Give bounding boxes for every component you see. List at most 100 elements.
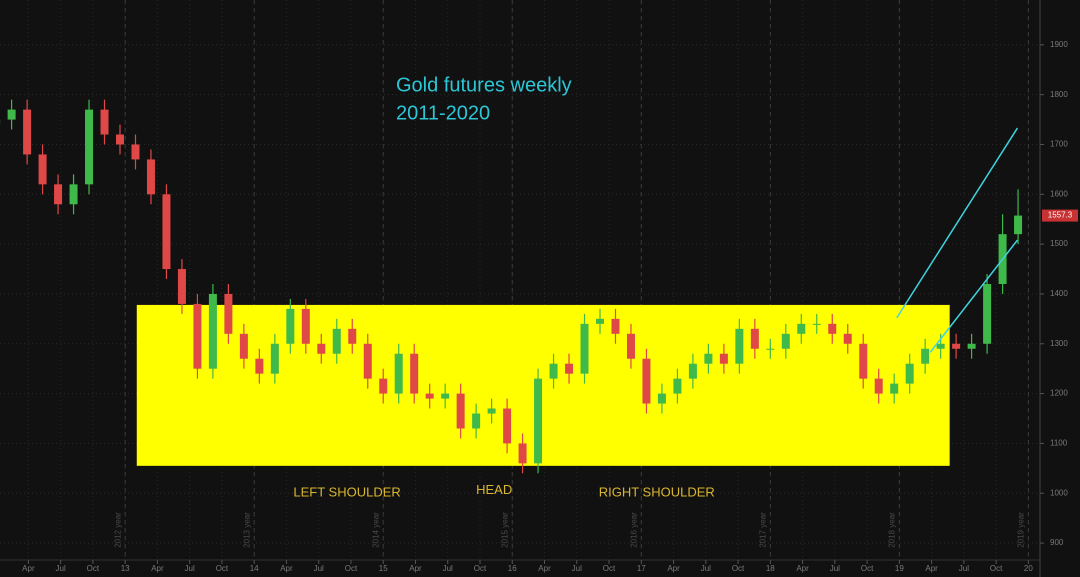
candle-body xyxy=(534,378,543,464)
x-tick-label: 20 xyxy=(1024,564,1033,573)
candle-body xyxy=(1014,215,1023,235)
candle-body xyxy=(425,393,434,399)
y-tick-label: 1200 xyxy=(1050,389,1068,398)
candle-body xyxy=(177,269,186,304)
candle-body xyxy=(363,343,372,379)
x-tick-label: Jul xyxy=(701,564,711,573)
candle-body xyxy=(456,393,465,429)
candle-body xyxy=(100,109,109,135)
x-tick-label: Jul xyxy=(830,564,840,573)
x-tick-label: Oct xyxy=(861,564,874,573)
year-label: 2018 year xyxy=(887,512,896,548)
candle-body xyxy=(286,308,295,344)
x-tick-label: Apr xyxy=(409,564,422,573)
x-tick-label: Jul xyxy=(314,564,324,573)
year-label: 2016 year xyxy=(629,512,638,548)
candle-body xyxy=(874,378,883,394)
y-tick-label: 1600 xyxy=(1050,189,1068,198)
candle-body xyxy=(812,323,821,325)
x-tick-label: 15 xyxy=(379,564,388,573)
x-tick-label: Apr xyxy=(667,564,680,573)
candle-body xyxy=(518,443,527,464)
x-tick-label: Apr xyxy=(925,564,938,573)
x-tick-label: 13 xyxy=(121,564,130,573)
candle-body xyxy=(781,333,790,349)
candle-body xyxy=(890,383,899,394)
price-tag-bg xyxy=(1042,209,1078,222)
candle-body xyxy=(162,194,171,270)
candle-body xyxy=(410,353,419,394)
x-tick-label: Oct xyxy=(603,564,616,573)
candle-body xyxy=(69,184,78,205)
x-tick-label: Oct xyxy=(732,564,745,573)
x-tick-label: 17 xyxy=(637,564,646,573)
x-tick-label: Oct xyxy=(87,564,100,573)
candle-body xyxy=(348,328,357,344)
candle-body xyxy=(952,343,961,349)
candle-body xyxy=(131,144,140,160)
x-tick-label: Oct xyxy=(216,564,229,573)
candle-body xyxy=(766,348,775,350)
candle-body xyxy=(38,154,47,185)
y-tick-label: 900 xyxy=(1050,538,1064,547)
chart-subtitle: 2011-2020 xyxy=(396,102,490,124)
candle-body xyxy=(85,109,94,185)
y-tick-label: 1900 xyxy=(1050,40,1068,49)
x-tick-label: Jul xyxy=(572,564,582,573)
channel-line xyxy=(896,127,1019,319)
candle-body xyxy=(23,109,32,155)
candle-body xyxy=(487,408,496,414)
x-tick-label: Jul xyxy=(56,564,66,573)
candle-body xyxy=(54,184,63,205)
candle-body xyxy=(580,323,589,374)
candle-body xyxy=(735,328,744,364)
y-tick-label: 1300 xyxy=(1050,339,1068,348)
candle-body xyxy=(828,323,837,334)
x-tick-label: Apr xyxy=(22,564,35,573)
chart-title: Gold futures weekly xyxy=(396,74,572,96)
candle-body xyxy=(750,328,759,349)
candle-body xyxy=(673,378,682,394)
x-tick-label: 16 xyxy=(508,564,517,573)
x-tick-label: 19 xyxy=(895,564,904,573)
candle-body xyxy=(596,318,604,324)
y-tick-label: 1000 xyxy=(1050,488,1068,497)
candle-body xyxy=(905,363,914,384)
candle-body xyxy=(967,343,976,349)
candle-body xyxy=(503,408,512,444)
candle-body xyxy=(255,358,264,374)
candle-body xyxy=(611,318,620,334)
y-tick-label: 1100 xyxy=(1050,439,1068,448)
year-label: 2017 year xyxy=(758,512,767,548)
y-tick-label: 1800 xyxy=(1050,90,1068,99)
candle-body xyxy=(239,333,248,359)
candle-body xyxy=(317,343,326,354)
candle-body xyxy=(688,363,697,379)
candle-body xyxy=(719,353,728,364)
year-label: 2013 year xyxy=(242,512,251,548)
candle-body xyxy=(549,363,558,379)
candle-body xyxy=(208,293,217,369)
candle-body xyxy=(983,283,992,344)
x-tick-label: Jul xyxy=(185,564,195,573)
price-tag: 1557.3 xyxy=(1048,211,1073,220)
candle-body xyxy=(657,393,666,404)
y-tick-label: 1400 xyxy=(1050,289,1068,298)
year-label: 2015 year xyxy=(500,512,509,548)
x-tick-label: Apr xyxy=(538,564,551,573)
plot xyxy=(0,99,1023,474)
x-tick-label: Oct xyxy=(345,564,358,573)
candle-body xyxy=(626,333,635,359)
y-tick-label: 1700 xyxy=(1050,140,1068,149)
channel-line xyxy=(929,239,1019,353)
x-tick-label: Jul xyxy=(443,564,453,573)
candle-body xyxy=(642,358,651,404)
candle-body xyxy=(270,343,279,374)
candle-body xyxy=(7,109,16,120)
annotation: LEFT SHOULDER xyxy=(293,485,400,500)
annotation: RIGHT SHOULDER xyxy=(599,485,715,500)
x-tick-label: Apr xyxy=(280,564,293,573)
x-tick-label: 14 xyxy=(250,564,259,573)
candle-body xyxy=(332,328,341,354)
